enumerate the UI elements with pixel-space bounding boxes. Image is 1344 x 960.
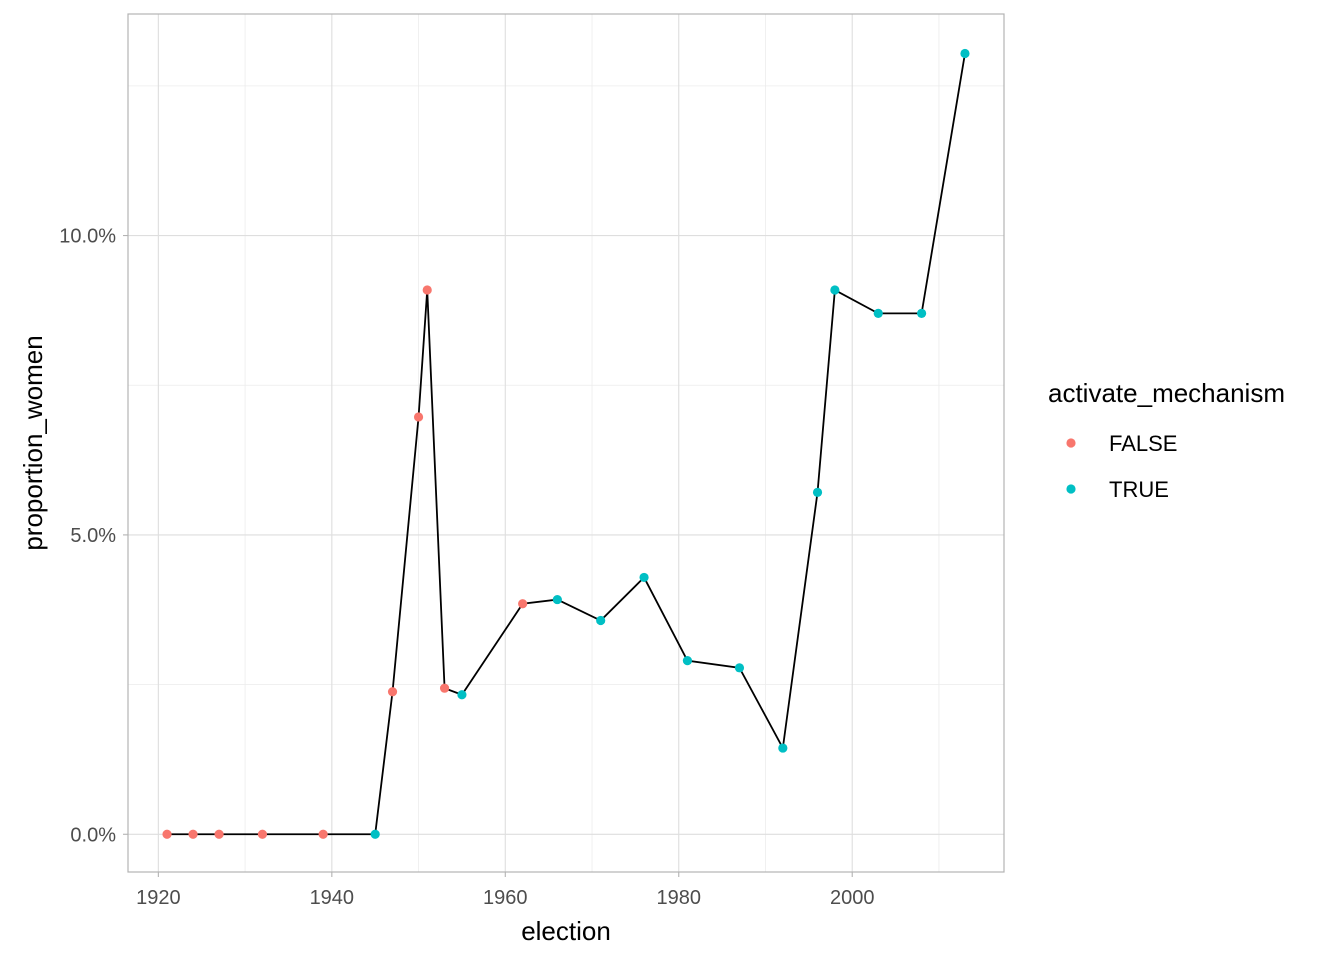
y-axis-title: proportion_women [18, 335, 48, 550]
x-axis-ticks: 1920 1940 1960 1980 2000 [136, 872, 874, 909]
data-point [812, 487, 823, 497]
data-point [639, 572, 649, 583]
x-tick-label: 1980 [657, 887, 702, 909]
data-point [439, 683, 450, 693]
data-point [960, 48, 970, 59]
legend-key [1066, 438, 1076, 448]
legend-title: activate_mechanism [1048, 378, 1285, 408]
data-point [552, 594, 562, 605]
data-point [214, 829, 224, 839]
data-point [318, 829, 328, 839]
legend: activate_mechanism FALSE TRUE [1048, 378, 1285, 502]
legend-label: TRUE [1109, 477, 1169, 502]
x-tick-label: 1960 [483, 887, 528, 909]
data-point [387, 687, 398, 697]
data-point [830, 285, 840, 295]
data-point [188, 829, 198, 839]
grid-lines [128, 14, 1004, 872]
panel-border [127, 13, 1005, 873]
data-points [162, 48, 970, 839]
data-point [917, 308, 927, 318]
data-point [596, 615, 606, 626]
data-point [778, 743, 788, 753]
series-line [167, 53, 966, 836]
x-axis-title: election [521, 916, 611, 946]
y-tick-label: 0.0% [70, 824, 116, 846]
data-point [162, 829, 172, 839]
data-point [734, 663, 745, 673]
data-point [682, 656, 693, 666]
data-point [518, 599, 528, 609]
data-point [873, 308, 883, 318]
x-tick-label: 1940 [310, 887, 355, 909]
y-tick-label: 10.0% [59, 226, 116, 248]
legend-label: FALSE [1109, 431, 1177, 456]
legend-key [1066, 484, 1076, 494]
data-point [370, 829, 380, 839]
data-point [457, 690, 467, 700]
y-axis-ticks: 0.0% 5.0% 10.0% [59, 226, 128, 846]
data-point [422, 285, 432, 295]
data-point [413, 412, 424, 422]
legend-entries: FALSE TRUE [1066, 431, 1177, 502]
y-tick-label: 5.0% [70, 525, 116, 547]
x-tick-label: 1920 [136, 887, 181, 909]
x-tick-label: 2000 [830, 887, 875, 909]
data-point [257, 829, 268, 839]
